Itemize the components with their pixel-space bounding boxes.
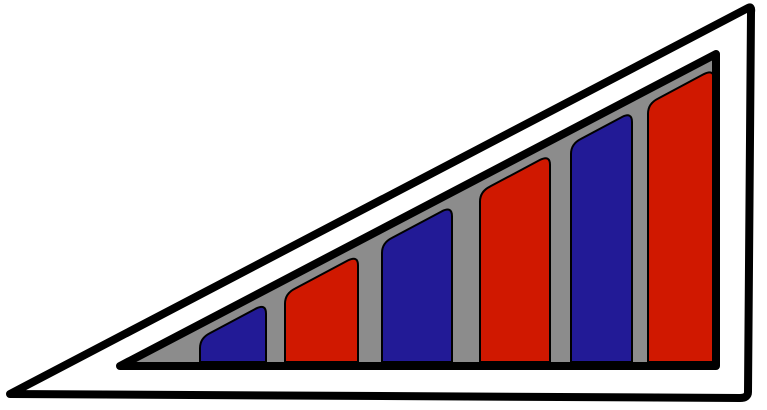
bar-5-blue — [570, 114, 633, 363]
bar-2-red — [284, 257, 359, 363]
bar-6-red — [647, 71, 715, 363]
bar-4-red — [479, 157, 551, 363]
inner-frame — [116, 50, 720, 370]
bar-1-blue — [199, 305, 267, 363]
bar-3-blue — [381, 208, 453, 363]
bars-group — [199, 71, 715, 363]
